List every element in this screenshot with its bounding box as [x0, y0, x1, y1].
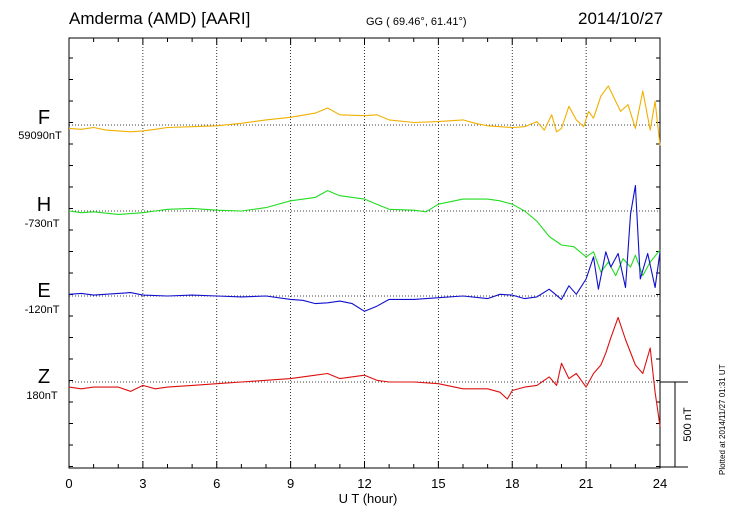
label-Z: Z: [37, 366, 51, 388]
series-line-Z: [68, 316, 661, 427]
scale-bar-label: 500 nT: [682, 407, 694, 442]
x-axis-label: U T (hour): [339, 491, 398, 506]
label-F: F: [37, 107, 51, 129]
label-E: E: [37, 280, 51, 302]
baseline-F: 59090nT: [18, 130, 62, 142]
plot-frame: [68, 37, 661, 469]
station-coordinates: GG ( 69.46°, 61.41°): [366, 16, 467, 28]
series-line-E: [68, 184, 661, 312]
x-tick-label: 6: [213, 476, 220, 491]
x-tick-label: 15: [431, 476, 445, 491]
plotted-timestamp: Plotted at 2014/11/27 01:31 UT: [718, 364, 727, 475]
x-tick-label: 0: [65, 476, 72, 491]
label-H: H: [36, 194, 52, 216]
plot-date: 2014/10/27: [578, 9, 664, 28]
x-tick-label: 24: [653, 476, 667, 491]
baseline-Z: 180nT: [26, 390, 58, 402]
plotted-text: Plotted at 2014/11/27 01:31 UT: [718, 364, 727, 475]
station-title: Amderma (AMD) [AARI]: [69, 9, 251, 28]
baseline-E: -120nT: [24, 304, 60, 316]
x-tick-label: 9: [287, 476, 294, 491]
x-tick-label: 3: [139, 476, 146, 491]
series-line-F: [68, 85, 661, 146]
baseline-H: -730nT: [24, 218, 60, 230]
x-tick-label: 12: [357, 476, 371, 491]
x-tick-label: 18: [505, 476, 519, 491]
x-tick-label: 21: [579, 476, 593, 491]
